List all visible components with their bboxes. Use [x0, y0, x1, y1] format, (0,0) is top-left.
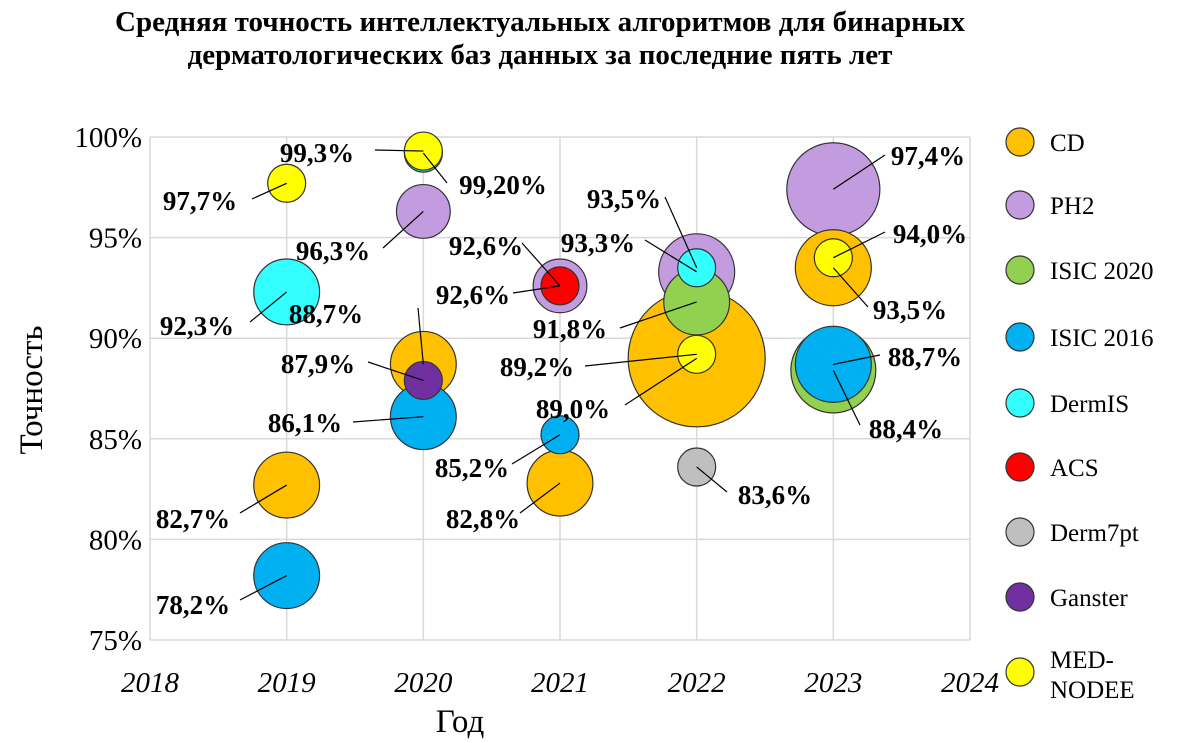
chart-title: Средняя точность интеллектуальных алгори…: [115, 6, 965, 71]
x-tick-label: 2022: [668, 667, 726, 699]
leader-line: [833, 154, 886, 190]
data-label: 82,7%: [156, 504, 230, 534]
data-label: 93,5%: [873, 295, 947, 325]
legend-label: PH2: [1050, 193, 1094, 220]
data-label: 88,7%: [888, 342, 962, 372]
legend-marker: [1005, 582, 1035, 612]
legend-marker: [1005, 255, 1035, 285]
leader-line: [833, 354, 881, 365]
x-tick-label: 2019: [258, 667, 317, 699]
legend-label: Derm7pt: [1050, 520, 1139, 547]
y-tick-label: 95%: [89, 223, 142, 255]
legend-marker: [1005, 322, 1035, 352]
x-tick-label: 2020: [394, 667, 453, 699]
leader-line: [624, 357, 697, 406]
leader-line: [367, 361, 424, 382]
legend-label: ISIC 2020: [1050, 258, 1153, 285]
legend-label: ISIC 2016: [1050, 325, 1153, 352]
legend-label: DermIS: [1050, 391, 1129, 418]
y-tick-label: 75%: [89, 625, 142, 657]
data-label: 92,3%: [160, 311, 234, 341]
y-tick-label: 85%: [89, 424, 142, 456]
data-label: 92,6%: [449, 231, 523, 261]
y-tick-label: 80%: [89, 524, 142, 556]
x-tick-label: 2021: [531, 667, 589, 699]
data-label: 93,3%: [561, 228, 635, 258]
leader-line: [619, 301, 697, 329]
leader-line: [249, 291, 288, 323]
legend-marker: [1005, 517, 1035, 547]
data-label: 94,0%: [893, 219, 967, 249]
legend-label: CD: [1050, 130, 1085, 157]
data-label: 87,9%: [281, 349, 355, 379]
y-tick-label: 100%: [74, 122, 142, 154]
legend-marker: [1005, 127, 1035, 157]
legend-marker: [1005, 452, 1035, 482]
x-tick-label: 2024: [941, 667, 999, 699]
data-label: 91,8%: [533, 314, 607, 344]
data-label: 93,5%: [587, 184, 661, 214]
data-label: 97,7%: [163, 186, 237, 216]
leader-line: [382, 210, 424, 249]
legend-label: MED-NODEE: [1050, 647, 1135, 704]
data-label: 99,3%: [280, 138, 354, 168]
legend-label: ACS: [1050, 455, 1099, 482]
x-axis-title: Год: [436, 704, 485, 740]
legend-marker: [1005, 657, 1035, 687]
leader-line: [832, 267, 869, 308]
leader-line: [417, 307, 424, 365]
leader-line: [521, 242, 561, 287]
data-label: 88,4%: [869, 414, 943, 444]
data-label: 83,6%: [738, 480, 812, 510]
data-label: 96,3%: [296, 236, 370, 266]
data-label: 78,2%: [156, 590, 230, 620]
leader-line: [511, 434, 561, 465]
x-tick-label: 2018: [121, 667, 180, 699]
data-label: 99,20%: [459, 170, 547, 200]
y-tick-label: 90%: [89, 323, 142, 355]
data-label: 97,4%: [891, 141, 965, 171]
y-axis-title: Точность: [14, 325, 50, 454]
leader-line: [664, 196, 698, 269]
data-label: 89,0%: [536, 394, 610, 424]
leader-line: [584, 353, 697, 367]
leader-line: [519, 482, 561, 514]
leader-line: [833, 231, 886, 259]
data-label: 89,2%: [500, 352, 574, 382]
data-label: 85,2%: [435, 453, 509, 483]
leader-line: [251, 182, 287, 200]
leader-line: [512, 285, 561, 294]
leader-line: [239, 575, 287, 601]
data-label: 88,7%: [289, 299, 363, 329]
legend-marker: [1005, 190, 1035, 220]
leader-line: [696, 466, 728, 493]
bubble-isic-2016: [253, 542, 321, 610]
leader-line: [352, 416, 424, 423]
data-label: 92,6%: [436, 280, 510, 310]
leader-line: [644, 239, 697, 273]
x-tick-label: 2023: [804, 667, 862, 699]
legend-marker: [1005, 388, 1035, 418]
leader-line: [374, 149, 424, 152]
leader-line: [422, 152, 448, 184]
leader-line: [832, 370, 861, 426]
data-label: 86,1%: [268, 408, 342, 438]
legend-label: Ganster: [1050, 585, 1128, 612]
leader-line: [239, 484, 287, 514]
data-label: 82,8%: [446, 504, 520, 534]
